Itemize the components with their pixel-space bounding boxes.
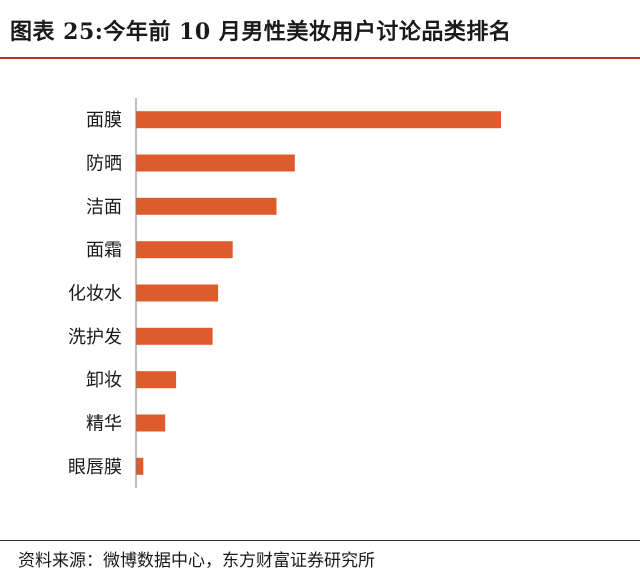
category-label-5: 洗护发 [68, 327, 122, 348]
bar-0 [136, 111, 501, 129]
bar-7 [136, 414, 166, 432]
bar-1 [136, 154, 295, 172]
category-label-0: 面膜 [86, 110, 122, 131]
category-label-6: 卸妆 [86, 370, 122, 391]
bar-2 [136, 197, 277, 215]
bar-8 [136, 457, 144, 475]
category-label-4: 化妆水 [68, 284, 122, 305]
chart-title: 图表 25:今年前 10 月男性美妆用户讨论品类排名 [10, 19, 512, 45]
category-label-1: 防晒 [86, 154, 122, 175]
title-divider [0, 57, 640, 59]
category-label-2: 洁面 [86, 197, 122, 218]
bar-6 [136, 371, 177, 389]
category-label-7: 精华 [86, 414, 122, 435]
category-label-3: 面霜 [86, 240, 122, 261]
bar-4 [136, 284, 219, 302]
category-label-8: 眼唇膜 [68, 457, 122, 478]
source-note: 资料来源：微博数据中心，东方财富证券研究所 [18, 551, 375, 571]
bar-3 [136, 241, 233, 259]
source-divider [0, 540, 640, 541]
bar-5 [136, 327, 213, 345]
